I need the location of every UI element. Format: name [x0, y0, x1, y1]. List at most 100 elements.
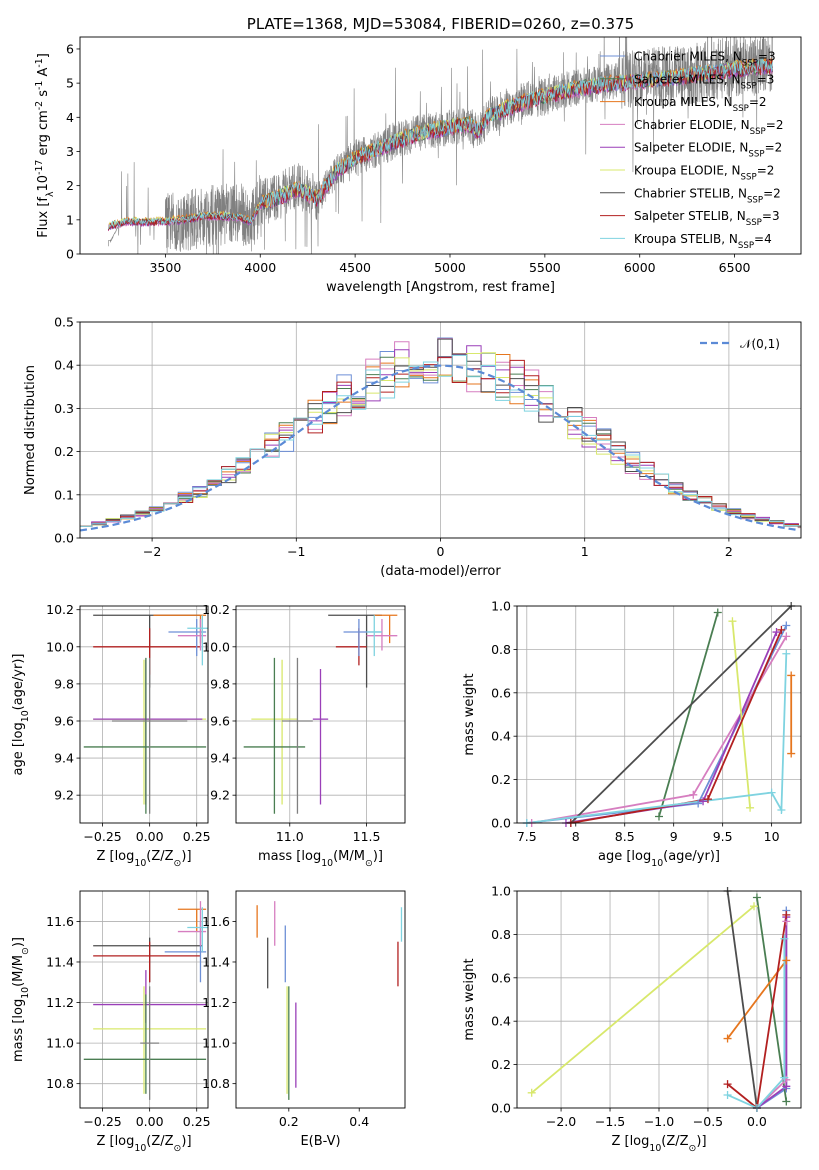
data-layer	[108, 37, 773, 254]
y-axis-label: age [log10(age/yr)]	[11, 654, 31, 776]
x-tick-label: 8.5	[615, 829, 635, 844]
x-tick-label: 9.5	[713, 829, 733, 844]
data-layer	[243, 614, 398, 814]
legend: Chabrier MILES, NSSP=3 Salpeter MILES, NS…	[600, 50, 783, 251]
legend-label: Kroupa STELIB, NSSP=4	[634, 232, 772, 251]
legend-label: Kroupa ELODIE, NSSP=2	[634, 164, 774, 183]
x-tick-label: −2.0	[546, 1114, 576, 1129]
y-tick-label: 10.0	[202, 639, 230, 654]
axes-frame	[79, 605, 209, 824]
y-tick-label: 0.8	[491, 927, 511, 942]
x-axis-label: mass [log10(M/M⊙)]	[258, 849, 383, 869]
y-tick-label: 0.0	[491, 1101, 511, 1116]
weight-marker-7	[782, 910, 791, 919]
weight-marker-1	[752, 893, 761, 902]
weight-marker-4	[772, 628, 781, 637]
y-tick-label: 0.0	[491, 816, 511, 831]
x-tick-label: 0.25	[183, 829, 211, 844]
weight-marker-3	[689, 790, 698, 799]
y-tick-label: 2	[66, 178, 74, 193]
legend-label: Salpeter MILES, NSSP=3	[634, 72, 774, 91]
y-tick-label: 0.4	[491, 1014, 511, 1029]
x-tick-label: −1	[287, 544, 305, 559]
x-tick-label: 11.5	[353, 829, 381, 844]
weight-marker-5	[527, 1088, 536, 1097]
weight-marker-2	[723, 1034, 732, 1043]
y-tick-label: 0.6	[491, 685, 511, 700]
plot-area	[80, 606, 208, 823]
x-tick-label: −2	[143, 544, 161, 559]
x-tick-label: 4500	[339, 260, 371, 275]
axes-frame	[235, 890, 406, 1109]
data-layer	[256, 901, 403, 1100]
y-tick-label: 0.5	[54, 315, 74, 330]
y-tick-label: 10.0	[46, 639, 74, 654]
weight-line-5	[531, 905, 755, 1094]
plot-area	[517, 891, 801, 1108]
x-axis-label: Z [log10(Z/Z⊙)]	[96, 1134, 191, 1154]
axes-frame	[79, 36, 802, 255]
x-axis-label: E(B-V)	[300, 1134, 340, 1149]
legend-label: Chabrier MILES, NSSP=3	[634, 50, 776, 69]
weight-marker-8	[767, 788, 776, 797]
legend-label: Salpeter STELIB, NSSP=3	[634, 209, 780, 228]
weight-line-6	[570, 606, 792, 823]
axes-frame	[79, 890, 209, 1109]
weight-line-1	[756, 897, 788, 1102]
axes-frame	[516, 890, 802, 1109]
data-layer	[80, 337, 801, 532]
x-tick-label: −0.5	[693, 1114, 723, 1129]
legend-label: 𝒩(0,1)	[740, 337, 780, 351]
weight-marker-7	[723, 1080, 732, 1089]
y-tick-label: 4	[66, 110, 74, 125]
y-tick-label: 10.2	[202, 602, 230, 617]
y-axis-label: Normed distribution	[23, 365, 38, 495]
x-tick-label: −0.25	[83, 1114, 121, 1129]
x-tick-label: 0	[437, 544, 445, 559]
weight-line-6	[726, 891, 758, 1108]
x-tick-label: −0.25	[83, 829, 121, 844]
panel-weight-vs-age: 7.5 8 8.5 9 9.5 10 0.0 0.2 0.4 0.6 0.8 1.0 age [log1…	[462, 599, 802, 869]
data-layer	[83, 901, 208, 1100]
grid	[517, 891, 801, 1108]
x-tick-label: 6000	[624, 260, 656, 275]
plot-area	[517, 606, 801, 823]
plot-area	[256, 901, 403, 1100]
legend-label: Chabrier ELODIE, NSSP=2	[634, 118, 783, 137]
y-tick-label: 0.2	[491, 772, 511, 787]
data-layer	[526, 606, 793, 823]
x-axis-label: Z [log10(Z/Z⊙)]	[611, 1134, 706, 1154]
weight-marker-7	[703, 795, 712, 804]
x-tick-label: 0.00	[136, 829, 164, 844]
x-tick-label: 0.25	[183, 1114, 211, 1129]
y-tick-label: 0.0	[54, 531, 74, 546]
y-axis-label: Flux [fλ10-17 erg cm-2 s-1 A-1]	[34, 53, 56, 238]
y-tick-label: 0	[66, 247, 74, 262]
legend-label: Chabrier STELIB, NSSP=2	[634, 186, 781, 205]
axes-frame	[79, 321, 802, 539]
y-tick-label: 10.8	[46, 1076, 74, 1091]
x-tick-label: 0.00	[136, 1114, 164, 1129]
x-tick-label: 1	[581, 544, 589, 559]
panel-age-vs-mass: 11.0 11.5 9.2 9.4 9.6 9.8 10.0 10.2 mass [log10(…	[202, 602, 406, 869]
weight-line-7	[726, 914, 788, 1108]
y-tick-label: 0.1	[54, 487, 74, 502]
y-tick-label: 11.0	[202, 1036, 230, 1051]
x-tick-label: 10	[764, 829, 780, 844]
weight-marker-8	[780, 934, 789, 943]
y-tick-label: 11.2	[46, 995, 74, 1010]
y-axis-label: mass weight	[462, 958, 477, 1040]
y-tick-label: 0.4	[491, 729, 511, 744]
weight-line-1	[658, 612, 719, 817]
weight-marker-2	[782, 956, 791, 965]
y-tick-label: 9.6	[54, 713, 74, 728]
legend-label: Kroupa MILES, NSSP=2	[634, 95, 767, 114]
weight-marker-3	[782, 632, 791, 641]
panel-mass-vs-EBV: 0.2 0.4 10.8 11.0 11.2 11.4 11.6 E(B-V)	[202, 890, 406, 1149]
weight-line-0	[526, 625, 788, 823]
weight-marker-7	[777, 625, 786, 634]
x-tick-label: 7.5	[517, 829, 537, 844]
weight-marker-2	[787, 671, 796, 680]
axes-frame	[516, 605, 802, 824]
